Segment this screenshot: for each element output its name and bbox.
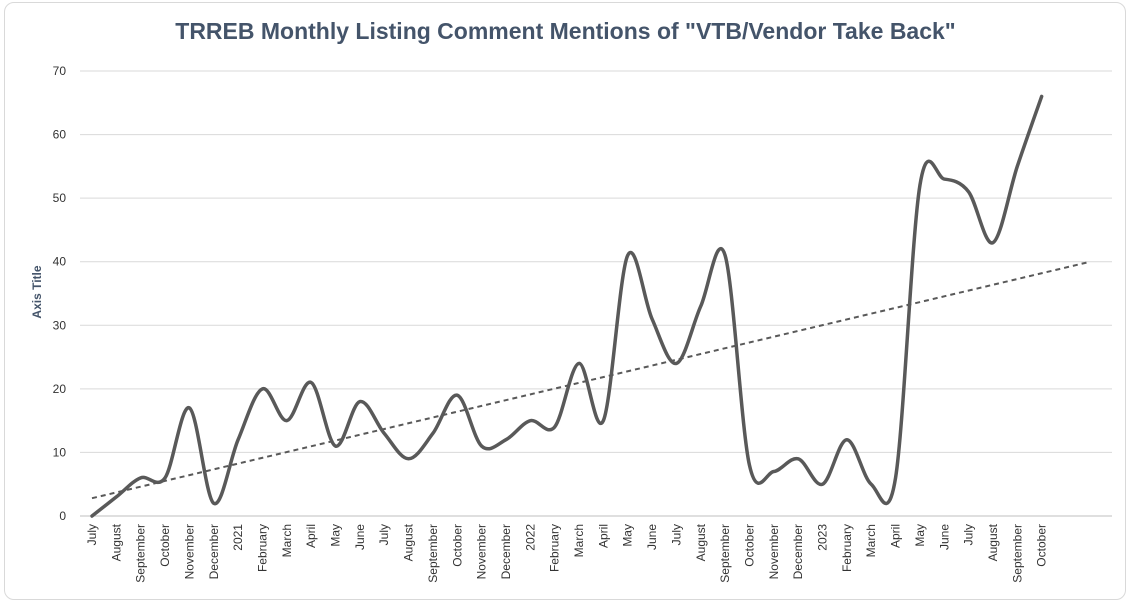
x-tick-label: 2021 — [231, 524, 245, 551]
x-tick-label: May — [329, 524, 343, 547]
series-layer — [90, 94, 1091, 518]
x-tick-label: September — [426, 524, 440, 583]
x-tick-label: August — [402, 523, 416, 561]
chart-title: TRREB Monthly Listing Comment Mentions o… — [175, 18, 956, 44]
y-tick-label: 50 — [53, 191, 67, 205]
x-tick-label: February — [255, 524, 269, 572]
x-tick-label: December — [499, 524, 513, 579]
x-tick-label: July — [962, 524, 976, 545]
y-tick-label: 0 — [59, 509, 66, 523]
x-tick-label: November — [767, 524, 781, 579]
x-tick-label: July — [377, 524, 391, 545]
x-tick-label: May — [913, 524, 927, 547]
y-tick-label: 30 — [53, 318, 67, 332]
chart-frame — [4, 2, 1126, 600]
x-tick-label: February — [548, 524, 562, 572]
x-tick-label: March — [864, 524, 878, 557]
x-tick-label: June — [937, 524, 951, 550]
x-tick-label: November — [182, 524, 196, 579]
x-tick-label: April — [889, 524, 903, 548]
x-tick-label: May — [621, 524, 635, 547]
x-tick-label: December — [791, 524, 805, 579]
x-tick-label: August — [986, 523, 1000, 561]
y-axis-ticks: 0 10 20 30 40 50 60 70 — [53, 64, 67, 523]
x-tick-label: June — [645, 524, 659, 550]
y-tick-label: 20 — [53, 382, 67, 396]
x-tick-label: December — [207, 524, 221, 579]
x-tick-label: September — [134, 524, 148, 583]
x-tick-label: July — [85, 524, 99, 545]
x-tick-label: October — [1035, 524, 1049, 567]
x-tick-label: April — [596, 524, 610, 548]
x-tick-label: February — [840, 524, 854, 572]
trendline — [91, 260, 1091, 500]
y-tick-label: 70 — [53, 64, 67, 78]
x-tick-label: June — [353, 524, 367, 550]
x-tick-label: 2022 — [523, 524, 537, 551]
y-tick-label: 10 — [53, 445, 67, 459]
y-tick-label: 40 — [53, 255, 67, 269]
x-tick-label: 2023 — [816, 524, 830, 551]
x-tick-label: August — [109, 523, 123, 561]
x-tick-label: April — [304, 524, 318, 548]
x-axis-ticks: July August September October November Decemb… — [85, 523, 1049, 582]
series-line — [90, 94, 1044, 518]
x-tick-label: August — [694, 523, 708, 561]
x-tick-label: March — [280, 524, 294, 557]
gridlines — [80, 70, 1112, 517]
x-tick-label: September — [718, 524, 732, 583]
y-tick-label: 60 — [53, 128, 67, 142]
x-tick-label: October — [450, 524, 464, 567]
x-tick-label: November — [475, 524, 489, 579]
x-tick-label: October — [742, 524, 756, 567]
x-tick-label: October — [158, 524, 172, 567]
x-tick-label: March — [572, 524, 586, 557]
x-tick-label: July — [669, 524, 683, 545]
x-tick-label: September — [1010, 524, 1024, 583]
